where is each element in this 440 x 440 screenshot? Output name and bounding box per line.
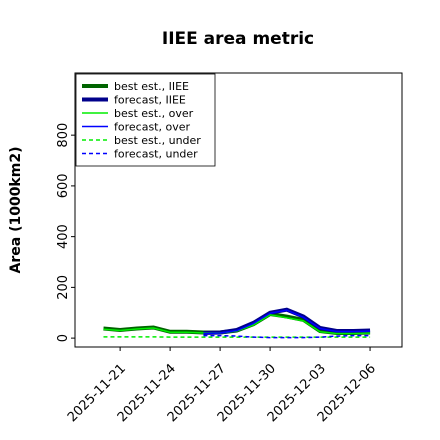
y-tick-label: 800 (56, 123, 71, 148)
legend-box (75, 73, 216, 167)
legend-label: forecast, over (114, 121, 190, 134)
legend-label: forecast, under (114, 148, 198, 161)
y-axis-label: Area (1000km2) (8, 147, 24, 274)
plot-frame (74, 72, 403, 348)
legend-label: forecast, IIEE (114, 94, 186, 107)
y-tick-label: 200 (56, 275, 71, 300)
legend-label: best est., IIEE (114, 80, 189, 93)
y-tick-label: 400 (56, 224, 71, 249)
y-tick-label: 0 (56, 334, 71, 342)
series-line (203, 309, 371, 335)
legend-label: best est., over (114, 107, 194, 120)
series-line (203, 307, 371, 336)
legend-label: best est., under (114, 134, 201, 147)
y-tick-label: 600 (56, 173, 71, 198)
chart-title: IIEE area metric (162, 29, 314, 49)
